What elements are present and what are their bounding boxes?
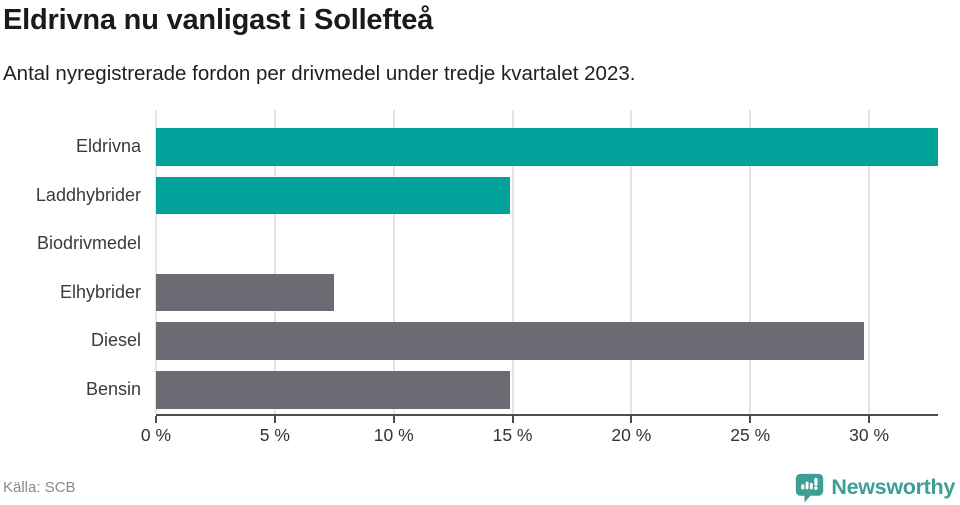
category-label-eldrivna: Eldrivna [75,136,141,156]
category-axis: Eldrivna Laddhybrider Biodrivmedel Elhybrid… [0,110,141,414]
axis-tick-label: 5 % [259,425,290,445]
gridline [749,110,752,414]
axis-tick-label: 0 % [140,425,172,445]
category-label-elhybrider: Elhybrider [59,281,141,302]
gridline [630,110,633,414]
axis-tick [392,416,395,423]
value-axis: 0 % 5 % 10 % 15 % 20 % 25 % 30 % [141,416,938,456]
axis-tick [155,416,157,423]
axis-tick-label: 20 % [611,425,652,445]
gridline [155,110,157,414]
axis-tick [868,416,871,423]
gridline [392,110,395,414]
bar-elhybrider [156,273,335,312]
gridline [273,110,276,414]
chart-subtitle: Antal nyregistrerade fordon per drivmede… [3,62,636,85]
chart-title: Eldrivna nu vanligast i Sollefteå [3,4,434,36]
category-label-biodrivmedel: Biodrivmedel [36,233,141,254]
gridline [511,110,514,414]
bar-bensin [156,371,511,409]
newsworthy-bubble-chart-icon [794,472,825,503]
chart-footer: Källa: SCB Newsworthy [0,469,960,505]
newsworthy-logo[interactable]: Newsworthy [794,472,960,503]
axis-tick [630,416,633,423]
axis-tick [749,416,752,423]
source-credit: Källa: SCB [3,478,76,496]
bar-diesel [156,322,865,360]
category-label-diesel: Diesel [90,330,141,351]
axis-tick-label: 30 % [849,425,890,445]
category-label-laddhybrider: Laddhybrider [35,184,141,205]
axis-tick-label: 25 % [730,425,771,445]
category-label-bensin: Bensin [85,379,141,399]
axis-tick-label: 15 % [492,425,533,445]
gridline [868,110,871,414]
axis-tick [511,416,514,423]
axis-tick [273,416,276,423]
newsworthy-wordmark: Newsworthy [831,474,955,499]
axis-tick-label: 10 % [373,425,414,445]
bar-eldrivna [156,128,938,166]
bar-laddhybrider [156,176,511,215]
plot-area [155,110,938,416]
